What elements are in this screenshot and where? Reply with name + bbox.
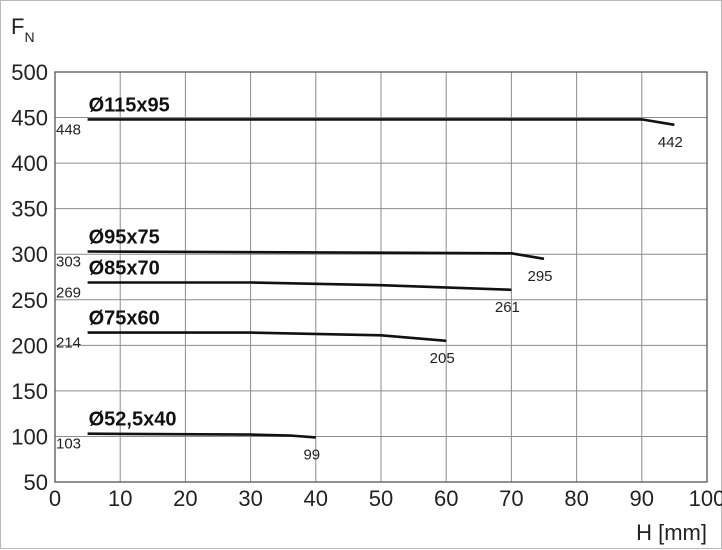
y-axis-title-main: F [11, 14, 24, 39]
y-tick-label: 250 [11, 288, 48, 313]
x-tick-label: 40 [304, 486, 328, 511]
y-tick-label: 50 [24, 470, 48, 495]
x-tick-label: 50 [369, 486, 393, 511]
x-tick-label: 10 [108, 486, 132, 511]
y-tick-label: 300 [11, 242, 48, 267]
x-tick-label: 100 [689, 486, 722, 511]
series-name-label: Ø115x95 [89, 94, 170, 116]
series-group: Ø85x70 269 261 [56, 257, 520, 315]
tick-label-layer: 0 10 20 30 40 50 60 70 80 90 100 50 100 150 200 250 300 3… [11, 60, 722, 511]
y-axis-title: FN [11, 14, 35, 45]
y-tick-label: 450 [11, 106, 48, 131]
start-value-label: 303 [56, 253, 81, 270]
series-line [87, 281, 512, 292]
start-value-label: 448 [56, 121, 81, 138]
start-value-label: 269 [56, 284, 81, 301]
series-group: Ø95x75 303 295 [56, 226, 553, 284]
series-line [87, 118, 675, 127]
series-name-label: Ø85x70 [89, 257, 160, 279]
end-value-label: 99 [303, 446, 320, 463]
y-tick-label: 350 [11, 197, 48, 222]
series-group: Ø52,5x40 103 99 [56, 409, 320, 464]
series-name-label: Ø52,5x40 [89, 409, 177, 431]
end-value-label: 205 [430, 350, 455, 367]
series-line [87, 432, 316, 439]
x-tick-label: 90 [630, 486, 654, 511]
x-tick-label: 30 [238, 486, 262, 511]
plot-area-border [54, 71, 708, 483]
y-tick-label: 200 [11, 333, 48, 358]
x-tick-label: 20 [173, 486, 197, 511]
end-value-label: 295 [527, 268, 552, 285]
x-tick-label: 0 [49, 486, 61, 511]
y-tick-label: 150 [11, 379, 48, 404]
y-tick-label: 400 [11, 151, 48, 176]
series-name-label: Ø75x60 [89, 308, 160, 330]
x-tick-label: 70 [499, 486, 523, 511]
x-tick-label: 80 [564, 486, 588, 511]
y-tick-label: 100 [11, 424, 48, 449]
series-group: Ø115x95 448 442 [56, 94, 683, 150]
end-value-label: 442 [658, 134, 683, 151]
y-axis-title-subscript: N [24, 29, 34, 45]
start-value-label: 103 [56, 436, 81, 453]
series-line [87, 331, 447, 343]
y-tick-label: 500 [11, 60, 48, 85]
x-axis-title: H [mm] [636, 520, 707, 545]
start-value-label: 214 [56, 335, 81, 352]
x-tick-label: 60 [434, 486, 458, 511]
series-name-label: Ø95x75 [89, 226, 160, 248]
end-value-label: 261 [495, 299, 520, 316]
series-layer: Ø115x95 448 442 Ø95x75 303 295 Ø85x70 269 261 Ø75… [56, 94, 683, 463]
series-group: Ø75x60 214 205 [56, 308, 455, 367]
series-line [87, 250, 545, 261]
